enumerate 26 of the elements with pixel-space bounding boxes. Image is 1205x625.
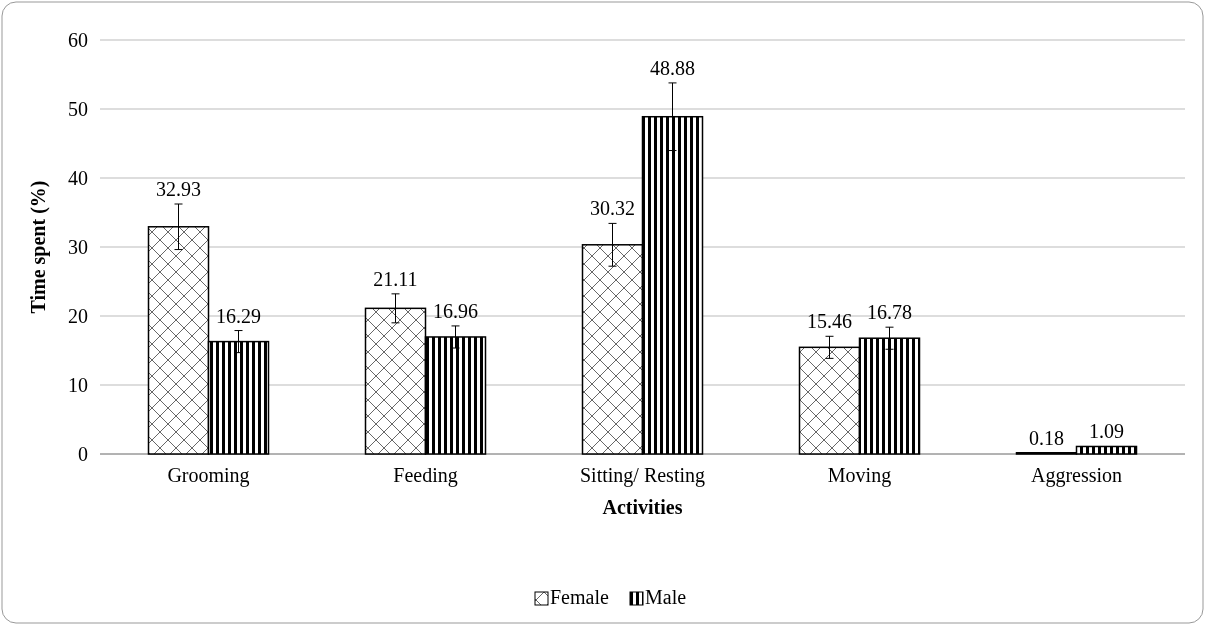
y-tick-label: 20: [68, 305, 88, 327]
x-tick-label: Sitting/ Resting: [579, 464, 706, 487]
y-tick-label: 50: [68, 98, 88, 120]
y-tick-label: 10: [68, 374, 88, 396]
x-tick-label: Feeding: [393, 464, 458, 487]
data-label: 0.18: [1029, 426, 1064, 449]
data-label: 30.32: [590, 197, 635, 220]
y-tick-label: 0: [78, 443, 88, 465]
x-tick-label: Moving: [827, 464, 892, 487]
y-tick-label: 40: [68, 167, 88, 189]
x-axis-title: Activities: [602, 496, 683, 518]
legend-label: Male: [645, 586, 687, 608]
y-tick-label: 30: [68, 236, 88, 258]
x-tick-label: Grooming: [167, 464, 250, 487]
data-label: 15.46: [807, 310, 852, 333]
x-tick-label: Aggression: [1030, 464, 1123, 487]
data-label: 32.93: [156, 178, 201, 201]
data-label: 1.09: [1089, 420, 1124, 443]
data-label: 16.78: [867, 301, 912, 324]
y-tick-label: 60: [68, 29, 88, 51]
legend-label: Female: [550, 586, 609, 608]
data-label: 48.88: [650, 56, 695, 79]
data-label: 16.29: [216, 304, 261, 327]
data-label: 16.96: [433, 299, 478, 322]
data-label: 21.11: [373, 267, 418, 290]
y-axis-title: Time spent (%): [27, 180, 50, 314]
